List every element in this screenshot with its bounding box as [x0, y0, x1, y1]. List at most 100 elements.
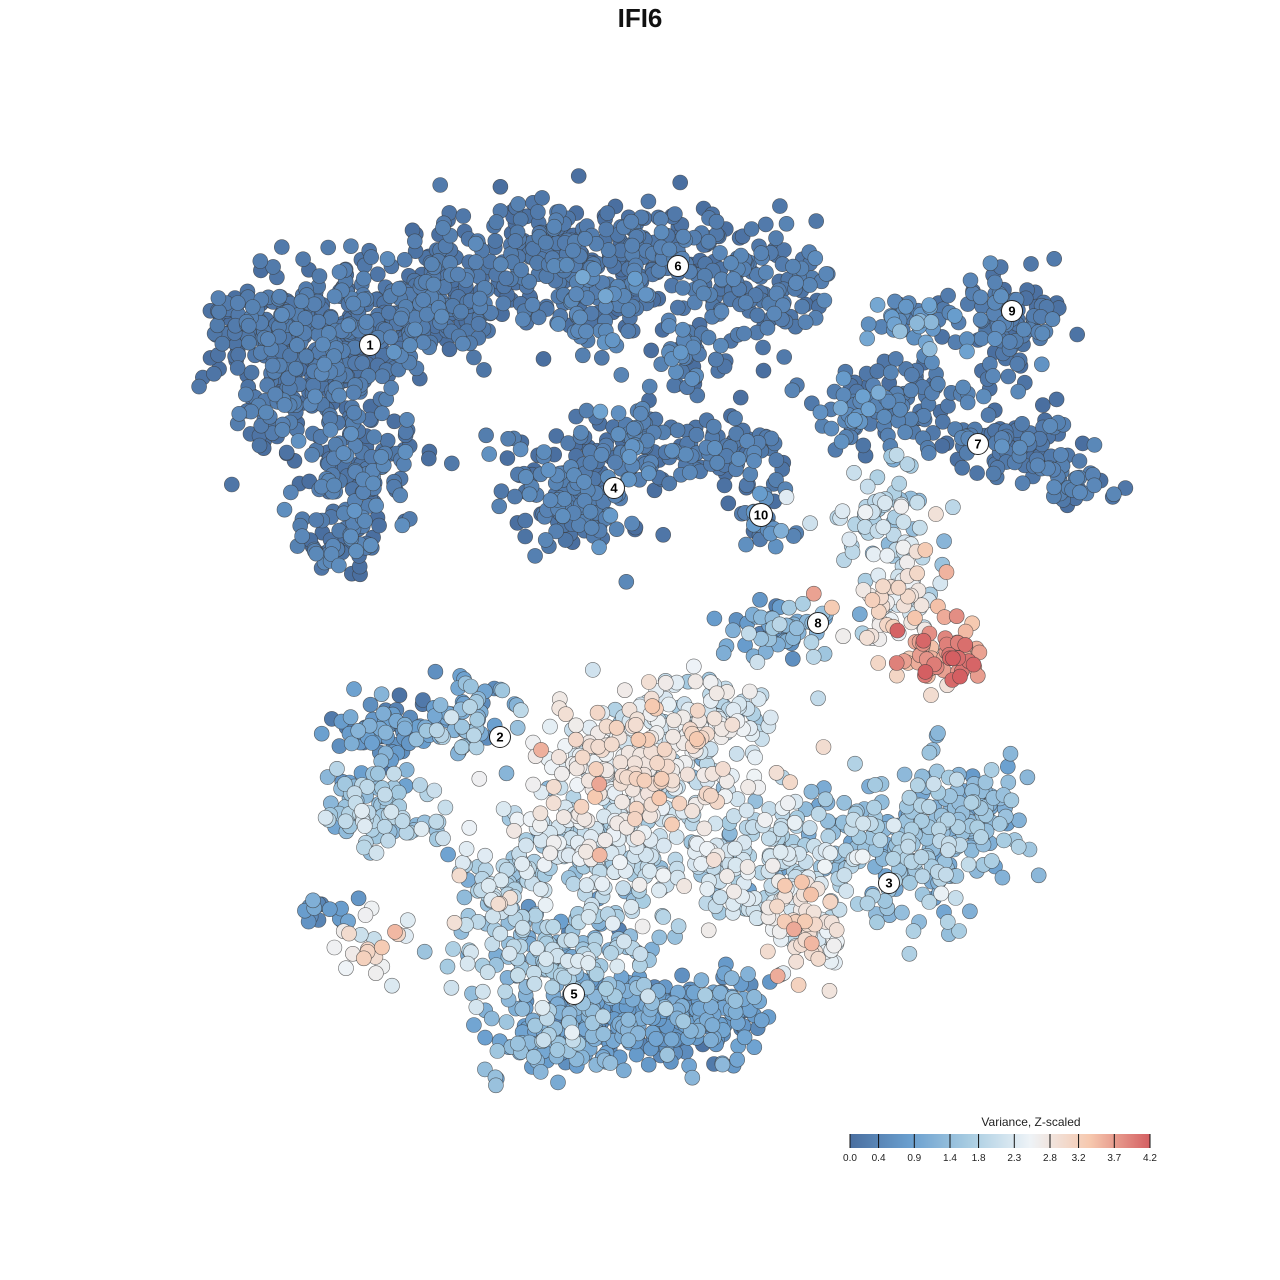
cell-point	[836, 867, 853, 884]
cell-point	[962, 903, 978, 920]
cell-point	[577, 231, 593, 247]
cell-point	[805, 585, 822, 602]
cell-point	[517, 528, 534, 545]
cell-point	[869, 363, 886, 380]
cell-point	[909, 315, 925, 331]
cell-point	[461, 819, 478, 836]
cell-point	[489, 1043, 506, 1059]
cell-point	[1071, 453, 1088, 469]
color-legend: Variance, Z-scaled 0.0 0.4 0.9 1.4 1.8 2.3 2.8…	[843, 1115, 1157, 1164]
cell-point	[271, 288, 288, 305]
cell-point	[308, 512, 325, 528]
cell-point	[321, 901, 338, 918]
cell-point	[938, 866, 954, 883]
cell-point	[264, 357, 281, 374]
cell-point	[888, 655, 905, 671]
cell-point	[512, 441, 529, 458]
cell-point	[934, 438, 951, 454]
cell-point	[805, 649, 822, 665]
cell-point	[384, 977, 400, 994]
cell-point	[687, 673, 704, 690]
cell-point	[836, 794, 853, 811]
cell-point	[374, 405, 390, 422]
cell-point	[492, 179, 509, 195]
cell-point	[810, 950, 827, 967]
cell-point	[610, 426, 627, 443]
cell-point	[273, 239, 290, 255]
cell-point	[865, 546, 882, 563]
cell-point	[533, 742, 549, 758]
cell-point	[545, 795, 562, 811]
cluster-label-text: 8	[814, 616, 821, 631]
cell-point	[644, 698, 661, 714]
cell-point	[807, 250, 824, 267]
cell-point	[591, 847, 608, 863]
cell-point	[373, 686, 390, 703]
cell-point	[801, 820, 818, 836]
cluster-label-2: 2	[489, 726, 511, 748]
cell-point	[471, 290, 488, 307]
cell-point	[788, 953, 805, 970]
cell-point	[940, 398, 956, 414]
cell-point	[603, 945, 619, 961]
cell-point	[1030, 867, 1047, 884]
cell-point	[514, 856, 530, 872]
cell-point	[382, 329, 399, 346]
cell-point	[658, 1001, 674, 1017]
cell-point	[985, 368, 1001, 384]
cell-point	[274, 306, 290, 323]
cell-point	[346, 502, 363, 519]
cell-point	[331, 264, 348, 280]
cell-point	[651, 790, 668, 807]
cell-point	[512, 702, 529, 719]
cell-point	[557, 706, 574, 723]
cell-point	[428, 813, 445, 830]
cell-point	[803, 886, 819, 903]
cell-point	[468, 999, 485, 1015]
cell-point	[445, 941, 461, 957]
cell-point	[534, 999, 551, 1016]
cell-point	[354, 803, 370, 819]
cell-point	[584, 662, 601, 678]
cell-point	[949, 771, 965, 788]
cell-point	[573, 798, 590, 815]
cell-point	[368, 965, 384, 982]
cell-point	[921, 341, 938, 357]
cell-point	[595, 1008, 611, 1025]
cell-point	[549, 1042, 566, 1058]
cell-point	[532, 881, 549, 898]
cell-point	[616, 682, 633, 699]
cell-point	[870, 655, 887, 671]
cell-point	[231, 405, 247, 422]
cell-point	[959, 394, 976, 411]
cell-point	[500, 430, 516, 447]
cell-point	[618, 573, 635, 590]
cell-point	[458, 841, 475, 857]
cell-point	[432, 177, 449, 193]
cell-point	[1042, 418, 1058, 434]
cell-point	[859, 330, 876, 347]
cell-point	[602, 1055, 619, 1071]
cell-point	[815, 739, 832, 755]
cell-point	[969, 465, 985, 481]
cell-point	[370, 765, 386, 782]
cell-point	[674, 321, 691, 338]
cell-point	[415, 334, 432, 351]
cell-point	[725, 271, 742, 287]
cell-point	[855, 815, 872, 832]
cell-point	[276, 397, 293, 413]
cell-point	[631, 876, 648, 893]
cell-point	[525, 1049, 542, 1065]
cell-point	[476, 362, 492, 378]
cell-point	[869, 914, 885, 931]
cell-point	[747, 749, 763, 766]
cell-point	[459, 955, 476, 972]
cell-point	[911, 519, 928, 536]
cell-point	[728, 745, 745, 762]
cell-point	[982, 255, 999, 272]
cell-point	[835, 628, 852, 645]
cell-point	[230, 295, 246, 311]
cell-point	[749, 654, 766, 670]
cell-point	[379, 251, 396, 267]
cell-point	[413, 821, 430, 837]
